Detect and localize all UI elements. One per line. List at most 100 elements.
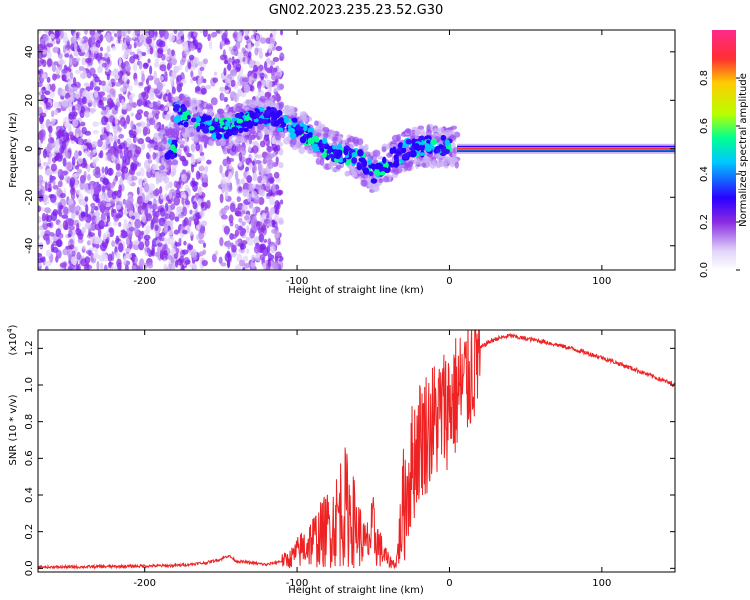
spectrogram-noise-cell	[271, 228, 278, 234]
spectrogram-noise-cell	[157, 242, 163, 247]
snr-y-scale-note: (x104)	[6, 324, 19, 355]
spectrogram-noise-cell	[93, 148, 98, 153]
spectrogram-noise-cell	[85, 262, 90, 269]
spectrogram-y-axis-label: Frequency (Hz)	[8, 112, 19, 188]
spectrogram-halo-cell	[296, 139, 302, 148]
spectrogram-noise-cell	[114, 33, 118, 38]
spectrogram-noise-cell	[153, 123, 159, 130]
spectrogram-noise-cell	[142, 126, 148, 136]
spectrogram-noise-cell	[152, 209, 156, 217]
spectrogram-ridge-cell	[217, 128, 225, 132]
spectrogram-noise-cell	[141, 214, 147, 223]
spectrogram-noise-cell	[265, 80, 270, 88]
spectrogram-noise-cell	[272, 261, 279, 270]
spectrogram-ridge-cell	[216, 133, 222, 139]
spectrogram-noise-cell	[174, 215, 180, 222]
spectrogram-noise-cell	[85, 90, 90, 100]
spectrogram-noise-cell	[114, 117, 119, 126]
spectrogram-noise-cell	[227, 63, 232, 71]
spectrogram-noise-cell	[270, 43, 274, 48]
colorbar-label: Normalized spectral amplitude	[738, 73, 749, 227]
spectrogram-noise-cell	[156, 100, 161, 107]
spectrogram-ridge-cell	[321, 142, 328, 147]
spectrogram-ridge-cell	[362, 167, 370, 175]
spectrogram-noise-cell	[71, 59, 77, 65]
spectrogram-noise-cell	[89, 237, 94, 245]
spectrogram-noise-cell	[111, 191, 117, 200]
spectrogram-noise-cell	[100, 110, 107, 116]
spectrogram-noise-cell	[69, 57, 73, 66]
spectrogram-noise-cell	[278, 161, 284, 169]
spectrogram-halo-cell	[345, 170, 351, 177]
spectrogram-noise-cell	[199, 226, 206, 234]
spectrogram-ridge-cell	[204, 120, 211, 125]
spectrogram-noise-cell	[42, 148, 48, 159]
spectrogram-noise-cell	[59, 30, 64, 39]
spectrogram-halo-cell	[259, 95, 267, 102]
spectrogram-noise-cell	[64, 122, 71, 129]
spectrogram-x-tick-label: 100	[592, 276, 611, 287]
spectrogram-noise-cell	[258, 233, 265, 243]
spectrogram-noise-cell	[92, 159, 97, 167]
spectrogram-ridge-cell	[393, 160, 400, 168]
spectrogram-noise-cell	[87, 164, 91, 173]
spectrogram-noise-cell	[147, 200, 153, 205]
spectrogram-ridge-cell	[171, 139, 178, 144]
spectrogram-noise-cell	[179, 131, 183, 141]
spectrogram-noise-cell	[200, 155, 206, 162]
spectrogram-ridge-cell	[333, 151, 342, 159]
spectrogram-ridge-cell	[351, 151, 357, 158]
spectrogram-noise-cell	[41, 185, 45, 196]
spectrogram-noise-cell	[83, 216, 88, 221]
spectrogram-ridge-cell	[173, 115, 181, 123]
spectrogram-ridge-cell	[299, 122, 305, 127]
spectrogram-ridge-cell	[426, 139, 431, 144]
spectrogram-noise-cell	[69, 72, 74, 80]
snr-x-ticks: -200 -100 0 100	[133, 330, 611, 589]
spectrogram-noise-cell	[68, 103, 73, 113]
spectrogram-noise-cell	[58, 204, 64, 210]
spectrogram-noise-cell	[273, 171, 280, 179]
spectrogram-noise-cell	[64, 53, 70, 58]
spectrogram-noise-cell	[138, 81, 144, 87]
spectrogram-noise-cell	[266, 211, 270, 219]
spectrogram-halo-cell	[395, 167, 403, 174]
spectrogram-noise-cell	[194, 86, 201, 92]
spectrogram-noise-cell	[85, 249, 93, 255]
spectrogram-noise-cell	[89, 35, 96, 46]
spectrogram-noise-cell	[99, 176, 104, 182]
figure-title: GN02.2023.235.23.52.G30	[269, 3, 444, 18]
spectrogram-noise-cell	[47, 156, 52, 166]
spectrogram-noise-cell	[123, 218, 128, 224]
spectrogram-noise-cell	[121, 73, 128, 82]
spectrogram-ridge-cell	[253, 112, 257, 120]
spectrogram-noise-cell	[42, 34, 49, 42]
spectrogram-noise-cell	[214, 250, 219, 256]
spectrogram-noise-cell	[53, 101, 60, 109]
spectrogram-noise-cell	[131, 255, 135, 264]
spectrogram-noise-cell	[226, 240, 231, 250]
spectrogram-noise-cell	[129, 133, 137, 139]
spectrogram-noise-cell	[84, 196, 89, 202]
spectrogram-noise-cell	[97, 227, 102, 238]
spectrogram-noise-cell	[89, 30, 96, 37]
spectrogram-halo-cell	[439, 160, 448, 168]
spectrogram-noise-cell	[235, 178, 241, 187]
spectrogram-noise-cell	[48, 125, 53, 134]
spectrogram-noise-cell	[275, 72, 281, 79]
spectrogram-noise-cell	[178, 140, 185, 145]
spectrogram-noise-cell	[240, 178, 245, 185]
spectrogram-noise-cell	[84, 256, 91, 264]
spectrogram-noise-cell	[182, 206, 188, 217]
spectrogram-noise-cell	[131, 265, 137, 270]
spectrogram-noise-cell	[144, 206, 149, 217]
spectrogram-noise-cell	[115, 235, 120, 243]
spectrogram-halo-cell	[220, 138, 227, 147]
spectrogram-noise-cell	[99, 46, 103, 52]
spectrogram-halo-cell	[372, 183, 380, 188]
spectrogram-noise-cell	[48, 132, 52, 139]
snr-y-tick-label: 0.8	[24, 414, 35, 430]
spectrogram-noise-cell	[132, 31, 136, 40]
spectrogram-noise-cell	[99, 242, 107, 252]
spectrogram-ridge-cell	[214, 125, 219, 132]
